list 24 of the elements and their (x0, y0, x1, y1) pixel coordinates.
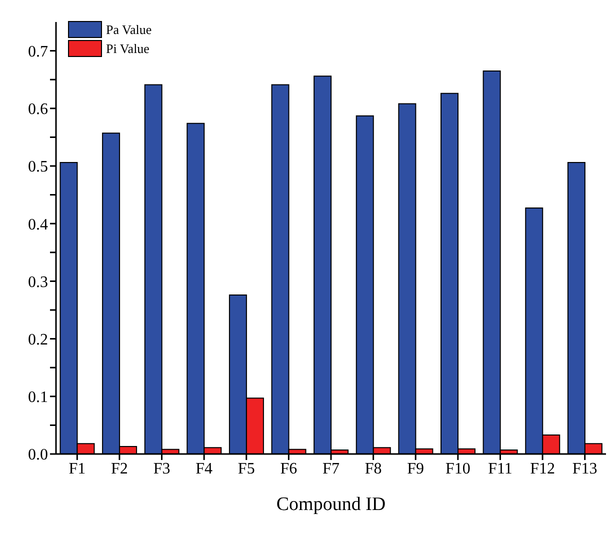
x-tick-label: F3 (153, 460, 170, 478)
legend-label: Pi Value (106, 40, 150, 56)
y-tick-label: 0.7 (28, 43, 48, 60)
y-tick-label: 0.2 (28, 331, 48, 348)
y-tick-label: 0.1 (28, 389, 48, 406)
x-tick-label: F10 (445, 460, 470, 478)
x-tick-label: F2 (111, 460, 128, 478)
y-tick-label: 0.5 (28, 158, 48, 176)
x-tick-label: F4 (196, 460, 213, 478)
y-tick-label: 0.6 (28, 101, 48, 118)
x-axis-title: Compound ID (276, 494, 386, 515)
x-tick-label: F8 (364, 460, 382, 478)
x-tick-label: F13 (572, 460, 598, 478)
x-tick-label: F9 (407, 460, 424, 478)
x-tick-label: F7 (322, 460, 340, 478)
x-tick-label: F11 (488, 460, 512, 478)
legend-label: Pa Value (106, 22, 152, 38)
y-tick-label: 0.3 (28, 274, 48, 291)
y-tick-label: 0.0 (28, 446, 48, 464)
x-tick-label: F6 (280, 460, 298, 478)
x-tick-label: F1 (68, 460, 86, 478)
x-tick-label: F12 (530, 460, 555, 478)
x-tick-label: F5 (238, 460, 255, 478)
y-tick-label: 0.4 (28, 216, 48, 234)
